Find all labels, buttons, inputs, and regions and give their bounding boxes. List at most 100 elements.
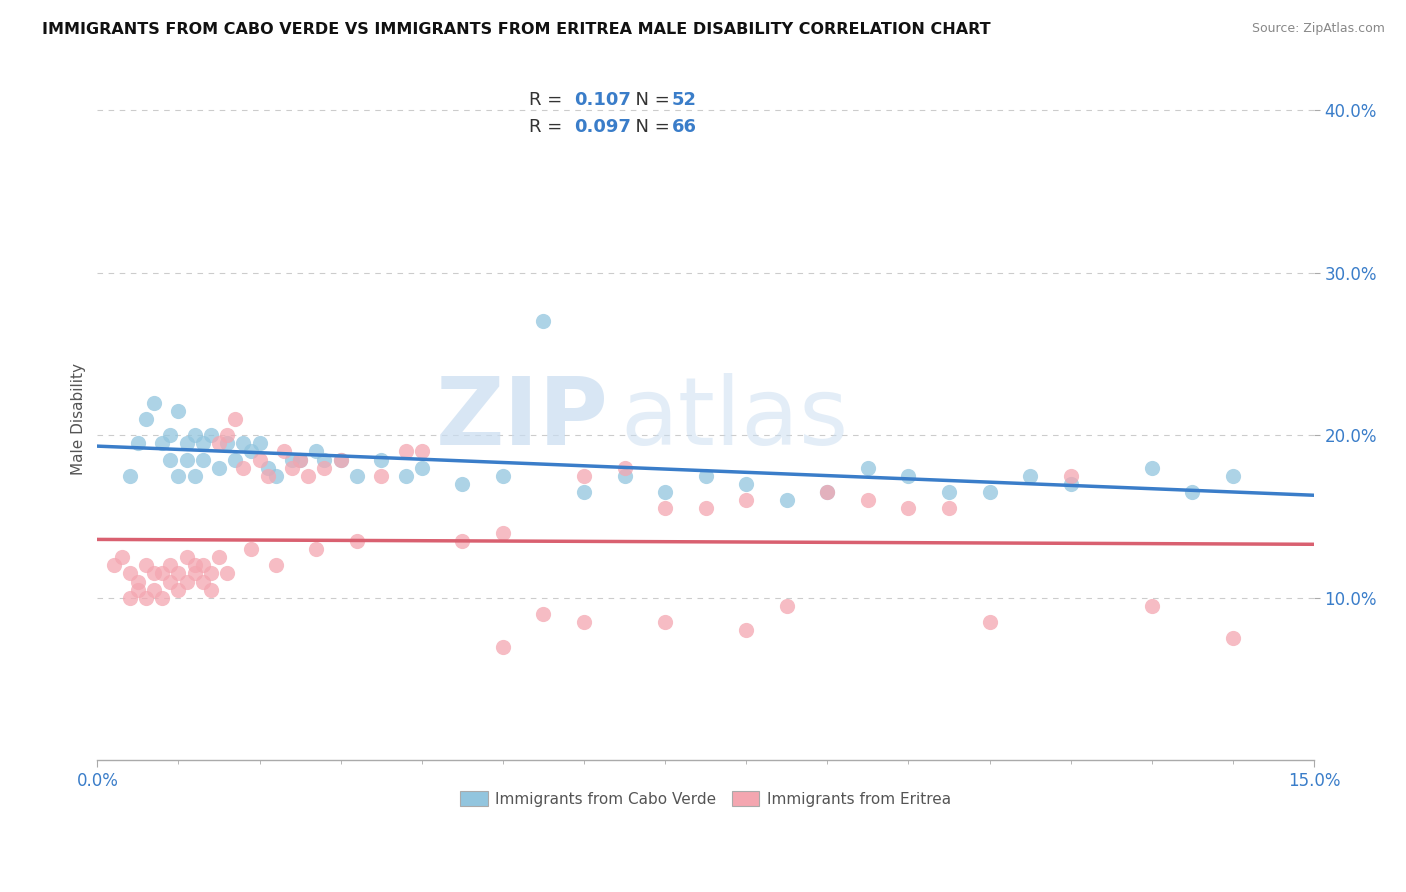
Point [232,436,254,450]
Point [159,452,181,467]
Point [240,444,263,458]
Point [370,468,392,483]
Point [654,615,676,629]
Point [346,533,368,548]
Point [167,404,190,418]
Point [217,566,239,581]
Point [897,501,920,516]
Point [191,452,214,467]
Point [200,428,222,442]
Text: Source: ZipAtlas.com: Source: ZipAtlas.com [1251,22,1385,36]
Text: N =: N = [624,118,676,136]
Point [305,541,328,556]
Point [167,468,190,483]
Point [1181,485,1204,500]
Point [735,477,758,491]
Text: 0.107: 0.107 [574,91,631,109]
Point [176,436,198,450]
Point [297,468,319,483]
Point [533,607,555,621]
Point [118,591,141,605]
Point [1222,468,1244,483]
Point [281,460,304,475]
Y-axis label: Male Disability: Male Disability [72,363,86,475]
Point [240,541,263,556]
Point [167,582,190,597]
Point [143,395,166,409]
Point [329,452,352,467]
Point [492,525,515,540]
Point [111,550,134,565]
Text: 52: 52 [672,91,696,109]
Point [176,550,198,565]
Point [176,452,198,467]
Point [735,493,758,508]
Point [103,558,125,573]
Point [183,566,205,581]
Point [776,599,799,613]
Point [1222,632,1244,646]
Text: R =: R = [529,118,568,136]
Point [1060,468,1083,483]
Point [127,436,149,450]
Point [281,452,304,467]
Point [118,468,141,483]
Point [897,468,920,483]
Point [217,436,239,450]
Point [191,574,214,589]
Point [232,460,254,475]
Point [776,493,799,508]
Point [979,615,1001,629]
Point [314,460,336,475]
Text: 0.097: 0.097 [574,118,631,136]
Point [288,452,311,467]
Point [224,452,246,467]
Point [127,582,149,597]
Point [451,533,474,548]
Point [654,485,676,500]
Legend: Immigrants from Cabo Verde, Immigrants from Eritrea: Immigrants from Cabo Verde, Immigrants f… [453,783,959,814]
Point [143,566,166,581]
Point [492,468,515,483]
Point [695,468,717,483]
Point [183,558,205,573]
Point [346,468,368,483]
Point [135,412,157,426]
Point [654,501,676,516]
Point [979,485,1001,500]
Point [264,558,287,573]
Point [370,452,392,467]
Point [217,428,239,442]
Text: IMMIGRANTS FROM CABO VERDE VS IMMIGRANTS FROM ERITREA MALE DISABILITY CORRELATIO: IMMIGRANTS FROM CABO VERDE VS IMMIGRANTS… [42,22,991,37]
Point [200,566,222,581]
Point [1140,599,1163,613]
Point [613,468,636,483]
Point [127,574,149,589]
Point [167,566,190,581]
Text: 66: 66 [672,118,696,136]
Point [735,624,758,638]
Point [208,550,231,565]
Point [208,460,231,475]
Point [305,444,328,458]
Point [249,436,271,450]
Point [256,460,278,475]
Point [135,591,157,605]
Point [613,460,636,475]
Point [264,468,287,483]
Point [200,582,222,597]
Point [394,468,416,483]
Point [394,444,416,458]
Point [314,452,336,467]
Point [118,566,141,581]
Point [176,574,198,589]
Point [451,477,474,491]
Point [533,314,555,328]
Point [1019,468,1042,483]
Point [150,591,173,605]
Point [492,640,515,654]
Point [856,460,879,475]
Point [191,436,214,450]
Text: atlas: atlas [620,373,849,465]
Point [572,615,595,629]
